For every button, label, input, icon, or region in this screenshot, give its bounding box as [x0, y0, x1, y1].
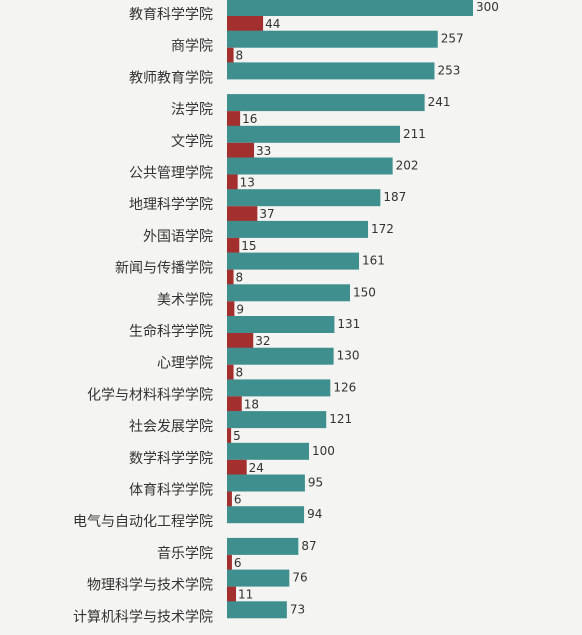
primary-value-label: 95: [308, 476, 323, 490]
bars-layer: [227, 0, 473, 619]
secondary-value-label: 18: [244, 397, 259, 411]
primary-bar: [227, 442, 309, 460]
primary-value-label: 241: [428, 95, 451, 109]
secondary-value-label: 9: [236, 302, 244, 316]
primary-bar: [227, 157, 393, 175]
primary-value-label: 73: [290, 602, 305, 616]
primary-bar: [227, 506, 305, 524]
secondary-bar: [227, 491, 232, 507]
primary-value-label: 121: [329, 412, 352, 426]
secondary-bar: [227, 174, 238, 190]
secondary-value-label: 32: [255, 334, 270, 348]
primary-value-label: 100: [312, 444, 335, 458]
primary-bar: [227, 411, 327, 429]
category-label: 电气与自动化工程学院: [73, 514, 213, 530]
secondary-bar: [227, 269, 234, 285]
secondary-bar: [227, 301, 235, 317]
secondary-bar: [227, 554, 232, 570]
primary-bar: [227, 284, 350, 302]
primary-bar: [227, 537, 299, 555]
category-label: 教师教育学院: [129, 70, 213, 86]
category-label: 外国语学院: [143, 229, 213, 245]
secondary-bar: [227, 333, 254, 348]
primary-value-label: 150: [353, 285, 376, 299]
primary-bar: [227, 94, 425, 112]
primary-value-label: 257: [441, 32, 464, 46]
primary-bar: [227, 316, 335, 333]
primary-bar: [227, 125, 401, 143]
secondary-bar: [227, 428, 232, 444]
secondary-bar: [227, 459, 247, 475]
primary-bar: [227, 569, 290, 587]
primary-value-label: 76: [292, 571, 307, 585]
secondary-bar: [227, 586, 237, 602]
secondary-value-label: 24: [249, 461, 264, 475]
primary-bar: [227, 601, 287, 619]
secondary-bar: [227, 206, 258, 222]
primary-value-label: 187: [383, 190, 406, 204]
primary-bar: [227, 189, 381, 207]
primary-value-label: 172: [371, 222, 394, 236]
secondary-value-label: 6: [234, 493, 242, 507]
primary-bar: [227, 30, 438, 48]
secondary-value-label: 8: [236, 49, 244, 63]
primary-bar: [227, 379, 331, 397]
secondary-bar: [227, 364, 234, 380]
category-label: 美术学院: [157, 292, 213, 308]
category-label: 社会发展学院: [129, 419, 213, 435]
primary-bar: [227, 220, 369, 238]
secondary-bar: [227, 111, 241, 127]
primary-value-label: 87: [301, 539, 316, 553]
primary-value-label: 131: [337, 317, 360, 331]
category-label: 化学与材料科学学院: [87, 387, 213, 403]
category-label: 新闻与传播学院: [115, 261, 213, 277]
primary-bar: [227, 474, 305, 492]
secondary-value-label: 16: [242, 112, 257, 126]
secondary-value-label: 15: [241, 239, 256, 253]
primary-value-label: 253: [437, 63, 460, 77]
primary-bar: [227, 0, 473, 16]
secondary-bar: [227, 16, 264, 31]
primary-bar: [227, 347, 334, 365]
category-label: 文学院: [171, 134, 213, 150]
secondary-value-label: 33: [256, 144, 271, 158]
secondary-value-label: 44: [265, 17, 280, 31]
primary-value-label: 211: [403, 127, 426, 141]
category-label: 物理科学与技术学院: [87, 578, 213, 594]
category-label: 心理学院: [157, 356, 213, 372]
secondary-value-label: 6: [234, 556, 242, 570]
category-label: 音乐学院: [157, 545, 213, 562]
primary-bar: [227, 62, 435, 80]
category-label: 法学院: [171, 102, 213, 118]
category-label: 教育科学学院: [129, 7, 213, 23]
secondary-value-label: 5: [233, 429, 241, 443]
category-label: 数学科学学院: [129, 451, 213, 467]
category-label: 商学院: [171, 39, 213, 55]
primary-bar: [227, 252, 360, 270]
primary-value-label: 126: [333, 380, 356, 394]
secondary-bar: [227, 142, 255, 158]
secondary-bar: [227, 47, 234, 63]
primary-value-label: 202: [396, 159, 419, 173]
primary-value-label: 130: [337, 349, 360, 363]
primary-value-label: 161: [362, 254, 385, 268]
secondary-value-label: 11: [238, 588, 253, 602]
secondary-value-label: 8: [236, 366, 244, 380]
category-label: 体育科学学院: [129, 483, 213, 499]
category-label: 生命科学学院: [129, 323, 213, 340]
secondary-value-label: 8: [236, 271, 244, 285]
secondary-value-label: 13: [240, 176, 255, 190]
secondary-value-label: 37: [259, 207, 274, 221]
category-label: 公共管理学院: [129, 166, 213, 182]
category-label: 计算机科学与技术学院: [73, 609, 213, 625]
primary-value-label: 94: [307, 507, 322, 521]
secondary-bar: [227, 237, 240, 253]
secondary-bar: [227, 396, 242, 412]
primary-value-label: 300: [476, 0, 499, 14]
category-label: 地理科学学院: [129, 197, 213, 213]
